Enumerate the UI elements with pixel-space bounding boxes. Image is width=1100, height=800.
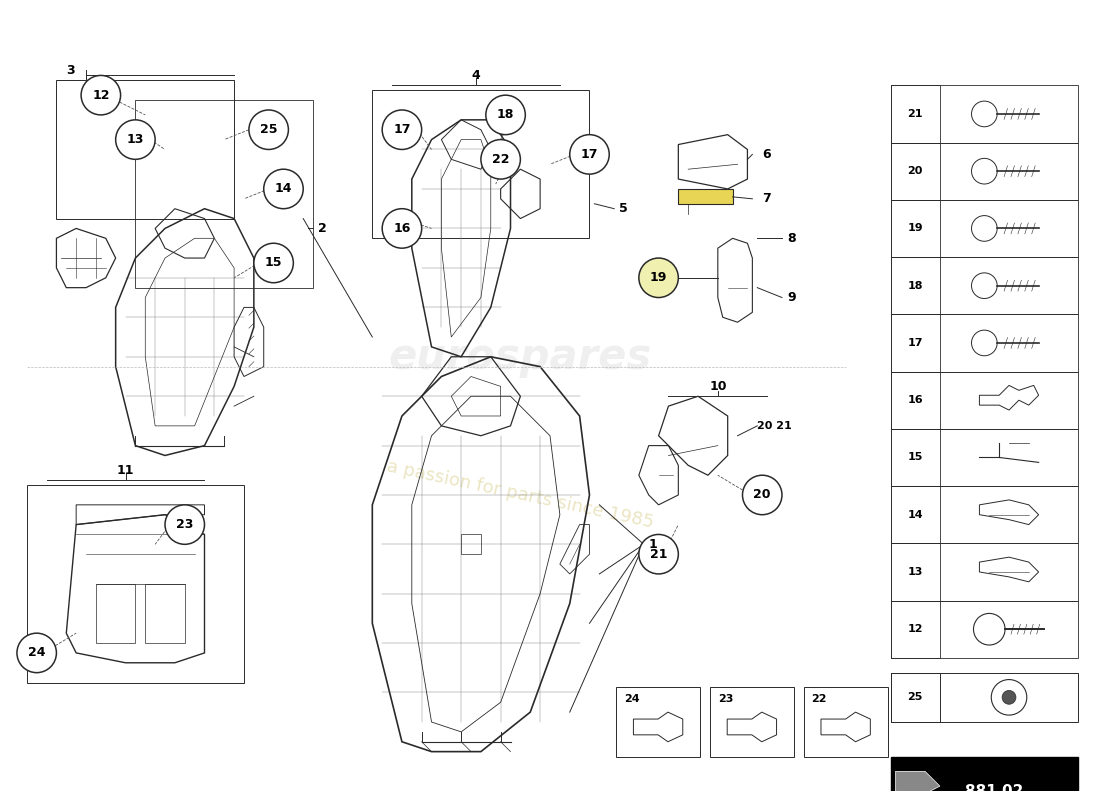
Bar: [616, 687, 700, 757]
Circle shape: [639, 258, 679, 298]
Text: 14: 14: [908, 510, 923, 520]
Bar: [26, 485, 244, 682]
Bar: [891, 86, 939, 142]
Bar: [710, 687, 794, 757]
Bar: [891, 142, 939, 200]
Text: 18: 18: [497, 109, 515, 122]
Bar: [891, 257, 939, 314]
Bar: [891, 673, 1078, 722]
Text: 20 21: 20 21: [757, 421, 792, 431]
Circle shape: [639, 534, 679, 574]
Circle shape: [382, 110, 421, 150]
Bar: [891, 601, 939, 658]
Text: 881 02: 881 02: [965, 784, 1023, 798]
Text: 2: 2: [318, 222, 327, 235]
Text: 12: 12: [92, 89, 110, 102]
Bar: [96, 584, 135, 643]
Bar: [891, 371, 939, 429]
Text: 25: 25: [260, 123, 277, 136]
Text: 14: 14: [275, 182, 293, 195]
Bar: [891, 200, 939, 257]
Circle shape: [16, 633, 56, 673]
Bar: [891, 371, 1078, 429]
Bar: [891, 200, 1078, 257]
Circle shape: [1002, 690, 1016, 704]
Bar: [891, 314, 1078, 371]
Bar: [891, 543, 939, 601]
Text: 19: 19: [650, 271, 668, 284]
Text: 13: 13: [126, 133, 144, 146]
Bar: [891, 314, 939, 371]
Text: a passion for parts since 1985: a passion for parts since 1985: [385, 458, 656, 532]
Text: 1: 1: [649, 538, 658, 551]
Polygon shape: [895, 771, 939, 796]
Bar: [891, 429, 1078, 486]
Bar: [804, 687, 888, 757]
Text: 9: 9: [786, 291, 795, 304]
Text: 3: 3: [66, 64, 75, 77]
Bar: [461, 534, 481, 554]
Circle shape: [116, 120, 155, 159]
Bar: [891, 601, 1078, 658]
Circle shape: [81, 75, 121, 115]
Text: 18: 18: [908, 281, 923, 290]
Text: 7: 7: [762, 192, 771, 206]
Text: 15: 15: [265, 257, 283, 270]
Bar: [891, 757, 1078, 800]
Bar: [679, 189, 733, 204]
Bar: [891, 673, 939, 722]
Bar: [372, 90, 590, 238]
Text: 24: 24: [624, 694, 640, 704]
Text: 15: 15: [908, 453, 923, 462]
Text: 16: 16: [393, 222, 410, 235]
Circle shape: [254, 243, 294, 282]
Circle shape: [570, 134, 609, 174]
Text: 19: 19: [908, 223, 923, 234]
Bar: [891, 142, 1078, 200]
Text: 21: 21: [650, 548, 668, 561]
Text: 23: 23: [718, 694, 734, 704]
Text: 11: 11: [117, 464, 134, 477]
Text: 21: 21: [908, 109, 923, 119]
Circle shape: [382, 209, 421, 248]
Text: 17: 17: [581, 148, 598, 161]
Text: 13: 13: [908, 567, 923, 577]
Text: 20: 20: [754, 489, 771, 502]
Text: 25: 25: [908, 692, 923, 702]
Text: 12: 12: [908, 624, 923, 634]
Text: eurospares: eurospares: [388, 336, 652, 378]
Text: 4: 4: [472, 69, 481, 82]
Text: 10: 10: [710, 380, 727, 393]
Text: 24: 24: [28, 646, 45, 659]
Text: 17: 17: [908, 338, 923, 348]
Bar: [145, 584, 185, 643]
Circle shape: [481, 139, 520, 179]
Text: 22: 22: [492, 153, 509, 166]
Bar: [891, 486, 1078, 543]
Bar: [891, 429, 939, 486]
Text: 23: 23: [176, 518, 194, 531]
Circle shape: [249, 110, 288, 150]
Text: 20: 20: [908, 166, 923, 176]
Text: 8: 8: [786, 232, 795, 245]
Bar: [56, 80, 234, 218]
Circle shape: [742, 475, 782, 514]
Text: 22: 22: [812, 694, 827, 704]
Bar: [891, 486, 939, 543]
Circle shape: [165, 505, 205, 544]
Bar: [891, 543, 1078, 601]
Text: 6: 6: [762, 148, 771, 161]
Circle shape: [486, 95, 526, 134]
Text: 5: 5: [619, 202, 628, 215]
Text: 16: 16: [908, 395, 923, 405]
Bar: [891, 257, 1078, 314]
Circle shape: [264, 170, 304, 209]
Bar: [891, 86, 1078, 142]
Bar: [135, 100, 314, 288]
Text: 17: 17: [393, 123, 410, 136]
